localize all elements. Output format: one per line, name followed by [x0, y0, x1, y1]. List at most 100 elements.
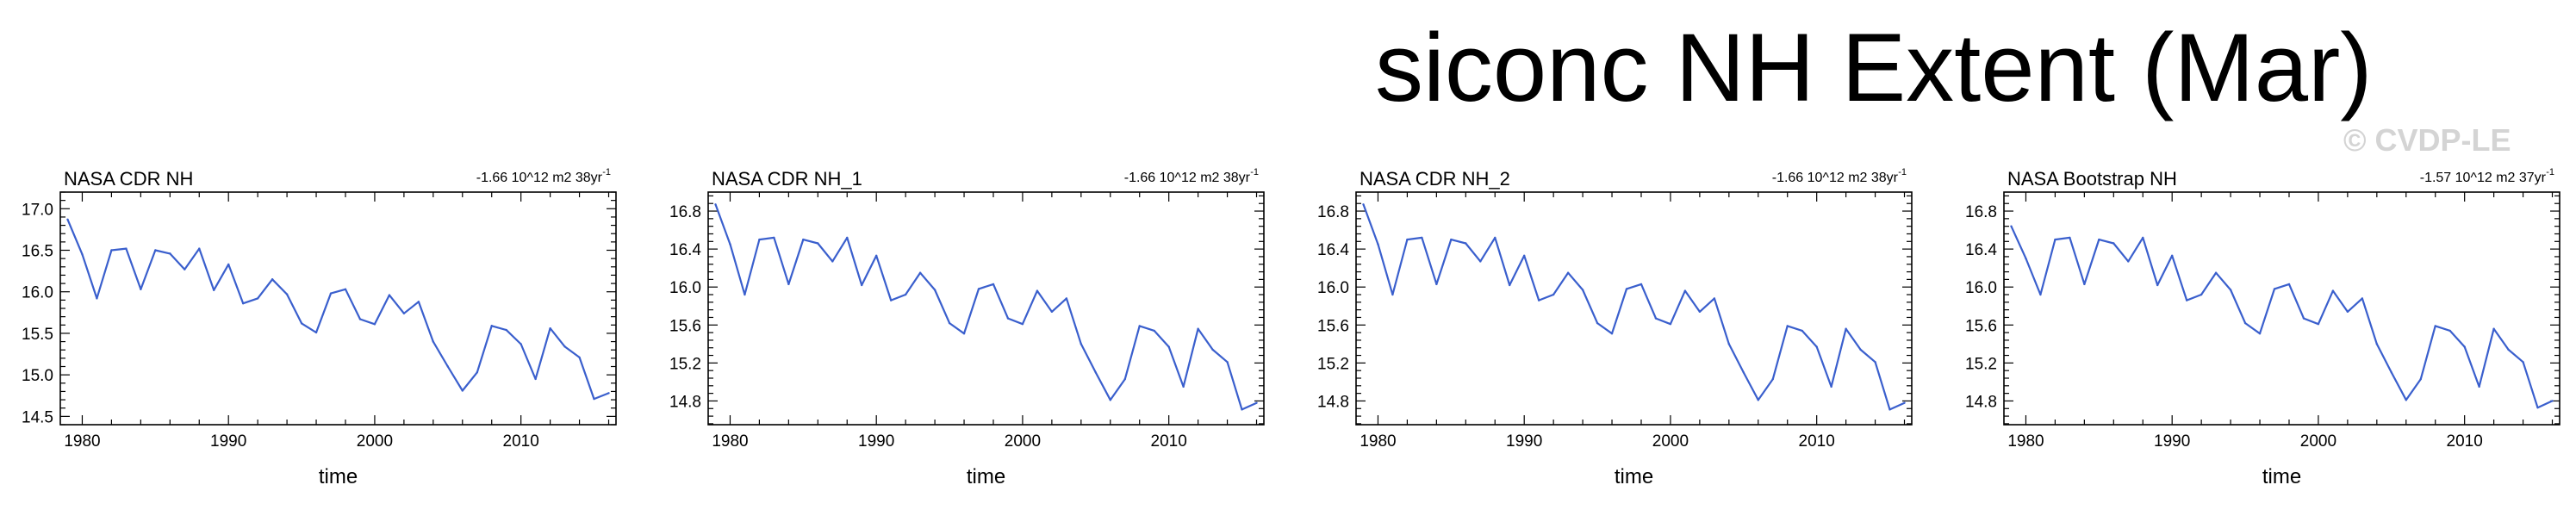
data-point	[476, 371, 478, 374]
data-point	[1509, 283, 1511, 287]
data-point	[918, 271, 922, 274]
x-axis-label: time	[2262, 465, 2301, 488]
x-tick-label: 2000	[1005, 432, 1041, 451]
data-point	[1698, 310, 1702, 314]
x-axis-label: time	[1615, 465, 1653, 488]
data-point	[1859, 348, 1862, 351]
data-point	[773, 236, 775, 239]
data-point	[758, 238, 761, 241]
data-point	[1494, 236, 1496, 239]
data-point	[2069, 236, 2071, 239]
data-point	[432, 340, 435, 343]
data-point	[817, 242, 819, 245]
data-point	[2346, 310, 2349, 314]
x-tick-label: 1980	[712, 432, 748, 451]
data-point	[1377, 243, 1379, 246]
plot-frame	[59, 191, 617, 426]
data-point	[593, 397, 595, 401]
data-point	[1640, 283, 1643, 286]
data-point	[534, 377, 537, 381]
data-point	[578, 356, 581, 359]
data-point	[2463, 345, 2466, 348]
data-point	[1815, 345, 1818, 348]
data-point	[2039, 293, 2042, 296]
trend-label: -1.66 10^12 m2 38yr	[476, 171, 603, 185]
data-point	[241, 302, 245, 305]
data-point	[2478, 385, 2480, 389]
panel-title: NASA Bootstrap NH	[2007, 168, 2177, 190]
trend-label: -1.57 10^12 m2 37yr	[2420, 171, 2547, 185]
data-point	[977, 288, 980, 290]
y-tick-label: 15.6	[669, 317, 701, 335]
data-point	[154, 249, 157, 252]
y-tick-label: 14.8	[1317, 393, 1349, 411]
data-point	[948, 321, 951, 325]
series-line	[66, 219, 609, 401]
data-point	[2317, 322, 2320, 326]
y-tick-label: 15.2	[1965, 355, 1997, 373]
data-point	[1786, 325, 1789, 327]
data-point	[2170, 254, 2174, 258]
data-point	[1727, 343, 1731, 345]
data-point	[1742, 371, 1745, 374]
watermark: © CVDP-LE	[2343, 122, 2511, 158]
data-point	[1713, 297, 1716, 300]
data-point	[1197, 327, 1199, 330]
data-point	[1406, 238, 1409, 241]
y-tick-label: 15.0	[22, 367, 53, 385]
data-point	[933, 289, 936, 291]
x-tick-label: 2010	[503, 432, 539, 451]
data-point	[1566, 271, 1570, 274]
data-point	[744, 293, 746, 296]
data-point	[344, 288, 347, 291]
data-point	[1625, 288, 1628, 290]
data-point	[1888, 408, 1891, 411]
data-point	[2025, 257, 2027, 260]
data-point	[1903, 401, 1906, 404]
data-point	[2054, 238, 2056, 241]
data-point	[2273, 288, 2276, 290]
data-point	[1450, 238, 1453, 241]
data-point	[2434, 325, 2436, 327]
data-point	[714, 203, 717, 206]
data-point	[2112, 242, 2115, 245]
data-point	[125, 247, 128, 250]
y-tick-label: 17.0	[22, 201, 53, 219]
data-point	[1552, 293, 1555, 296]
data-point	[1596, 321, 1599, 325]
data-point	[889, 299, 893, 302]
data-point	[300, 322, 303, 325]
plot-frame	[1355, 191, 1913, 426]
data-point	[2287, 283, 2291, 286]
data-point	[802, 238, 805, 241]
data-point	[2448, 329, 2451, 333]
data-point	[2243, 321, 2247, 325]
data-point	[271, 278, 274, 281]
data-point	[1669, 322, 1672, 326]
data-point	[1683, 289, 1687, 292]
panel-title: NASA CDR NH	[64, 168, 193, 190]
y-tick-label: 15.6	[1317, 317, 1349, 335]
data-point	[1153, 329, 1155, 333]
data-point	[184, 268, 186, 270]
y-tick-label: 16.4	[669, 241, 701, 259]
data-point	[1757, 399, 1759, 401]
data-point	[1050, 310, 1054, 314]
panel-title: NASA CDR NH_2	[1360, 168, 1510, 190]
y-tick-label: 14.8	[1965, 393, 1997, 411]
y-tick-label: 16.8	[669, 203, 701, 221]
data-point	[1845, 327, 1847, 330]
data-point	[1255, 401, 1258, 404]
series-line	[2010, 226, 2553, 409]
data-point	[904, 293, 907, 296]
data-point	[787, 283, 790, 286]
data-point	[329, 292, 333, 295]
chart-panel-4: NASA Bootstrap NH -1.57 10^12 m2 37yr -1 19…	[1965, 167, 2560, 488]
data-point	[1080, 343, 1083, 345]
data-point	[1226, 361, 1229, 364]
data-point	[1830, 385, 1832, 389]
data-point	[1167, 345, 1170, 348]
chart-panel-2: NASA CDR NH_1 -1.66 10^12 m2 38yr -1 1980 19…	[669, 167, 1265, 488]
trend-label: -1.66 10^12 m2 38yr	[1772, 171, 1899, 185]
